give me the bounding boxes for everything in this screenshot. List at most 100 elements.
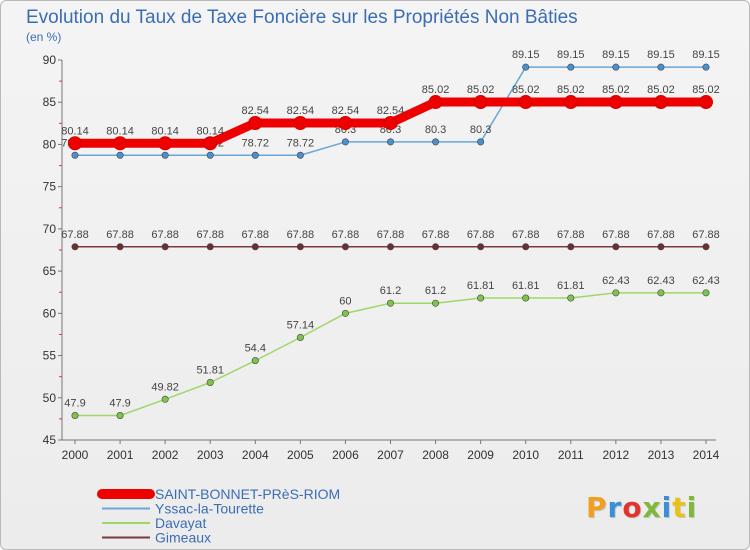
data-label: 62.43 [647,275,675,287]
data-point [386,138,394,146]
data-label: 47.9 [109,398,130,410]
data-point [477,138,485,146]
data-point [206,243,214,251]
x-tick-label: 2007 [377,448,404,462]
data-point [428,95,443,110]
x-tick-label: 2013 [648,448,675,462]
unit-label: (en %) [26,30,61,44]
y-tick-label: 45 [43,433,57,447]
x-tick-label: 2005 [287,448,314,462]
series-line [74,292,707,417]
y-tick-label: 90 [43,53,57,67]
x-tick-label: 2002 [152,448,179,462]
data-point [341,309,349,317]
data-point [248,115,263,130]
data-label: 82.54 [332,105,360,117]
data-point [477,294,485,302]
data-point [161,151,169,159]
data-point [206,151,214,159]
data-point [477,243,485,251]
data-label: 85.02 [512,84,540,96]
data-point [161,395,169,403]
data-point [383,115,398,130]
data-label: 85.02 [422,84,450,96]
chart-title: Evolution du Taux de Taxe Foncière sur l… [26,7,578,28]
data-point [206,378,214,386]
y-tick-label: 55 [43,349,57,363]
series-layer: 67.88 67.88 67.88 67.88 67.88 67.88 67.88 67.88… [61,49,720,420]
data-point [116,412,124,420]
data-point [113,136,128,151]
data-point [522,63,530,71]
data-label: 67.88 [242,229,270,241]
legend-label: Gimeaux [155,530,211,546]
data-label: 89.15 [512,49,540,61]
data-label: 85.02 [602,84,630,96]
data-label: 67.88 [692,229,720,241]
data-label: 82.54 [287,105,315,117]
data-point [338,115,353,130]
data-point [341,243,349,251]
data-label: 85.02 [692,84,720,96]
data-point [612,63,620,71]
logo-letter: P [586,491,608,524]
data-point [203,136,218,151]
data-point [71,412,79,420]
y-tick-label: 50 [43,391,57,405]
data-point [71,151,79,159]
data-point [296,151,304,159]
data-label: 67.88 [61,229,89,241]
data-point [518,95,533,110]
x-tick-label: 2008 [422,448,449,462]
data-point [653,95,668,110]
data-point [522,243,530,251]
data-label: 57.14 [287,319,315,331]
logo-letter: r [607,491,623,524]
data-label: 67.88 [151,229,179,241]
data-point [702,63,710,71]
data-label: 67.88 [422,229,450,241]
data-point [251,357,259,365]
y-tick-label: 65 [43,264,57,278]
data-point [116,151,124,159]
data-point [116,243,124,251]
logo-letter: t [672,491,687,524]
data-label: 61.2 [380,285,401,297]
data-label: 89.15 [647,49,675,61]
legend-label: Davayat [155,515,206,531]
logo-letter: i [686,491,698,524]
data-label: 89.15 [692,49,720,61]
data-label: 67.88 [332,229,360,241]
data-label: 78.72 [287,137,315,149]
data-point [161,243,169,251]
data-point [293,115,308,130]
logo-letter: o [622,491,643,524]
series-1: 78.7278.7278.7278.7278.7278.7280.380.380… [61,49,720,159]
y-tick-label: 85 [43,95,57,109]
data-point [251,243,259,251]
data-point [158,136,173,151]
data-point [608,95,623,110]
data-point [567,294,575,302]
data-point [71,243,79,251]
data-point [473,95,488,110]
data-point [432,138,440,146]
y-tick-label: 60 [43,306,57,320]
logo-letter: i [661,491,673,524]
data-label: 89.15 [557,49,585,61]
data-point [522,294,530,302]
data-label: 85.02 [557,84,585,96]
data-label: 85.02 [467,84,495,96]
data-label: 51.81 [196,364,224,376]
legend-label: SAINT-BONNET-PRèS-RIOM [155,486,340,502]
data-label: 49.82 [151,381,179,393]
data-label: 54.4 [245,343,266,355]
data-point [296,243,304,251]
data-label: 62.43 [692,275,720,287]
data-label: 61.81 [467,280,495,292]
proxiti-logo: Proxiti [586,490,696,526]
data-label: 80.14 [61,125,89,137]
x-tick-label: 2004 [242,448,269,462]
data-label: 80.3 [470,124,491,136]
